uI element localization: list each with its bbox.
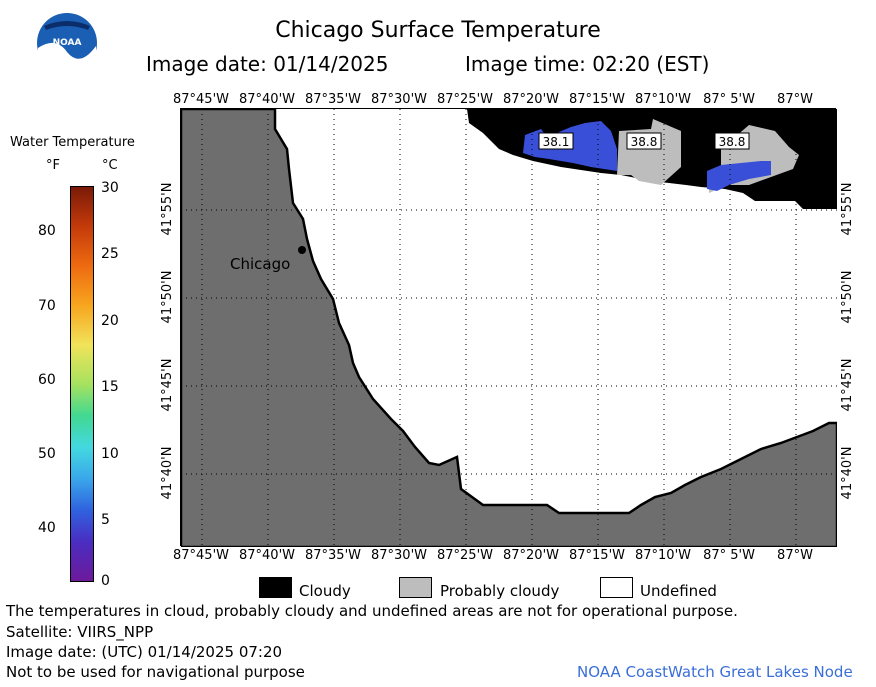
footer-credit: NOAA CoastWatch Great Lakes Node [577, 663, 853, 681]
latitude-label: 41°45'N [160, 358, 175, 412]
legend-cloudy-swatch [259, 577, 292, 598]
longitude-label: 87°10'W [634, 92, 691, 107]
longitude-label: 87°35'W [304, 548, 361, 563]
footer-utc-date: Image date: (UTC) 01/14/2025 07:20 [6, 643, 283, 661]
colorbar-f-tick: 80 [38, 223, 56, 239]
noaa-logo: NOAA [36, 12, 98, 75]
graticule [181, 109, 837, 547]
temp-label-3: 38.8 [714, 132, 750, 150]
latitude-label: 41°40'N [840, 446, 855, 500]
svg-text:38.1: 38.1 [543, 135, 570, 149]
longitude-label: 87°25'W [436, 92, 493, 107]
longitude-label: 87°40'W [238, 548, 295, 563]
legend-undefined-label: Undefined [640, 582, 717, 600]
latitude-label: 41°55'N [160, 182, 175, 236]
longitude-label: 87° 5'W [703, 548, 755, 563]
longitude-label: 87°W [777, 92, 813, 107]
longitude-label: 87°45'W [172, 548, 229, 563]
colorbar [70, 186, 94, 582]
image-date: Image date: 01/14/2025 [146, 52, 389, 76]
city-marker [298, 246, 306, 254]
colorbar-c-tick: 15 [101, 379, 119, 395]
latitude-label: 41°40'N [160, 446, 175, 500]
temp-label-2: 38.8 [626, 132, 662, 150]
longitude-label: 87°15'W [568, 548, 625, 563]
city-label: Chicago [230, 255, 290, 273]
longitude-label: 87°30'W [370, 548, 427, 563]
latitude-label: 41°50'N [160, 270, 175, 324]
footer-satellite: Satellite: VIIRS_NPP [6, 623, 154, 641]
colorbar-c-tick: 20 [101, 313, 119, 329]
latitude-label: 41°55'N [840, 182, 855, 236]
svg-text:38.8: 38.8 [631, 135, 658, 149]
longitude-label: 87°35'W [304, 92, 361, 107]
longitude-label: 87°20'W [502, 548, 559, 563]
colorbar-unit-f: °F [46, 158, 60, 173]
legend-probably-cloudy-label: Probably cloudy [440, 582, 560, 600]
footer-nav-warning: Not to be used for navigational purpose [6, 663, 305, 681]
legend-probably-cloudy-swatch [399, 577, 432, 598]
colorbar-f-tick: 40 [38, 520, 56, 536]
colorbar-f-tick: 70 [38, 298, 56, 314]
latitude-label: 41°45'N [840, 358, 855, 412]
longitude-label: 87°40'W [238, 92, 295, 107]
colorbar-c-tick: 25 [101, 246, 119, 262]
longitude-label: 87°10'W [634, 548, 691, 563]
colorbar-c-tick: 30 [101, 180, 119, 196]
colorbar-c-tick: 5 [101, 512, 110, 528]
legend-undefined-swatch [600, 577, 633, 598]
colorbar-title: Water Temperature [10, 135, 135, 150]
longitude-label: 87°45'W [172, 92, 229, 107]
svg-text:38.8: 38.8 [719, 135, 746, 149]
image-time: Image time: 02:20 (EST) [465, 52, 710, 76]
colorbar-f-tick: 60 [38, 372, 56, 388]
colorbar-f-tick: 50 [38, 446, 56, 462]
longitude-label: 87°20'W [502, 92, 559, 107]
cold-water-area-2 [707, 161, 771, 191]
temp-label-1: 38.1 [538, 132, 574, 150]
longitude-label: 87°30'W [370, 92, 427, 107]
page-title: Chicago Surface Temperature [275, 18, 601, 43]
latitude-label: 41°50'N [840, 270, 855, 324]
longitude-label: 87°25'W [436, 548, 493, 563]
noaa-logo-text: NOAA [53, 38, 82, 48]
footer-note: The temperatures in cloud, probably clou… [6, 602, 738, 620]
colorbar-c-tick: 0 [101, 573, 110, 589]
land-area [181, 109, 837, 547]
longitude-label: 87°15'W [568, 92, 625, 107]
longitude-label: 87° 5'W [703, 92, 755, 107]
longitude-label: 87°W [777, 548, 813, 563]
legend-cloudy-label: Cloudy [299, 582, 351, 600]
colorbar-unit-c: °C [102, 158, 118, 173]
temperature-map: Chicago 38.1 38.8 38.8 [180, 108, 837, 547]
colorbar-c-tick: 10 [101, 446, 119, 462]
